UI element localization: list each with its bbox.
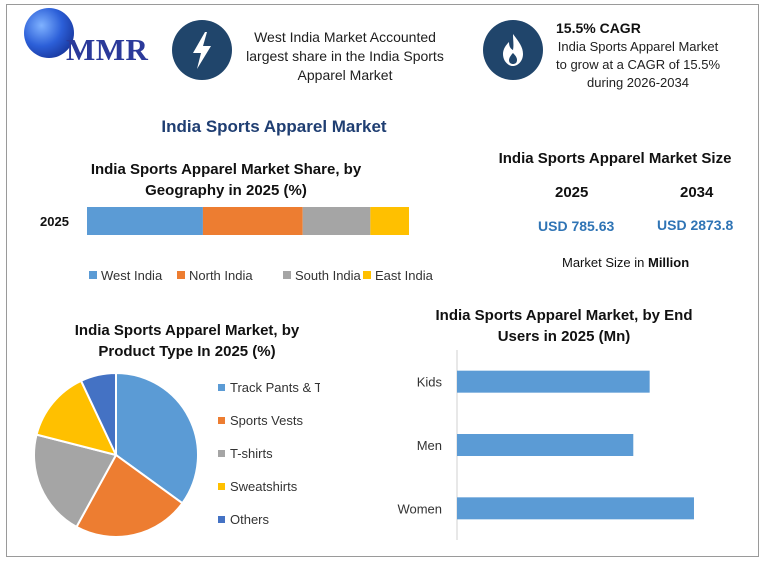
geography-legend-swatch — [363, 271, 371, 279]
logo-text: MMR — [66, 32, 149, 67]
geography-legend-swatch — [89, 271, 97, 279]
geography-bar-segment — [370, 207, 409, 235]
cagr-title: 15.5% CAGR — [556, 20, 641, 36]
product-type-chart-title: India Sports Apparel Market, by Product … — [74, 322, 300, 360]
pie-slice — [33, 433, 118, 529]
main-title: India Sports Apparel Market — [161, 117, 387, 136]
pie-legend-swatch — [218, 516, 225, 523]
pie-slice — [35, 379, 118, 457]
market-size-year-2034: 2034 — [680, 184, 714, 201]
market-size-note-prefix: Market Size in — [562, 255, 648, 270]
geography-legend-swatch — [177, 271, 185, 279]
product-type-chart: Track Pants & Tights Sports Vests T-shirts… — [33, 371, 320, 538]
pie-legend-label: Sports Vests — [230, 413, 303, 428]
pie-legend-label: Others — [230, 512, 270, 527]
end-users-category-label: Women — [397, 501, 442, 516]
end-users-bar — [457, 370, 650, 393]
geography-legend-label: West India — [101, 268, 163, 283]
cagr-text: India Sports Apparel Market to grow at a… — [555, 39, 721, 90]
pie-legend-swatch — [218, 483, 225, 490]
pie-slice — [75, 453, 184, 538]
market-size-title: India Sports Apparel Market Size — [498, 150, 732, 167]
highlight-west-india: West India Market Accounted largest shar… — [246, 29, 444, 83]
globe-logo-icon — [24, 8, 74, 58]
flame-icon — [483, 20, 543, 80]
end-users-category-label: Kids — [417, 375, 443, 390]
pie-legend-swatch — [218, 384, 225, 391]
geography-legend-label: South India — [295, 268, 362, 283]
geography-chart: 2025 West India North India South India Eas… — [40, 207, 434, 283]
pie-slice — [79, 371, 117, 456]
end-users-bar — [457, 434, 634, 456]
pie-legend-swatch — [218, 417, 225, 424]
geography-bar-segment — [87, 207, 203, 235]
geography-legend-label: East India — [375, 268, 434, 283]
pie-legend-label: Sweatshirts — [230, 479, 298, 494]
geography-bar-segment — [202, 207, 303, 235]
end-users-chart: Kids Men Women — [397, 350, 694, 540]
end-users-bar — [457, 497, 694, 520]
pie-legend-label: T-shirts — [230, 446, 273, 461]
geography-legend-swatch — [283, 271, 291, 279]
market-size-note-unit: Million — [647, 255, 690, 270]
market-size-value-2025: USD 785.63 — [538, 218, 615, 234]
geography-chart-title: India Sports Apparel Market Share, by Ge… — [90, 161, 362, 199]
geography-bar-segment — [302, 207, 371, 235]
market-size-value-2034: USD 2873.8 — [657, 217, 734, 233]
geography-legend-label: North India — [189, 268, 253, 283]
market-size-year-2025: 2025 — [555, 184, 589, 201]
market-size-note: Market Size in Million — [562, 255, 689, 270]
pie-legend-label: Track Pants & Tights — [230, 380, 320, 395]
pie-legend-swatch — [218, 450, 225, 457]
lightning-bolt-icon — [172, 20, 232, 80]
pie-slice — [115, 371, 199, 505]
geography-category-label: 2025 — [40, 214, 69, 229]
end-users-category-label: Men — [417, 438, 442, 453]
end-users-chart-title: India Sports Apparel Market, by End User… — [435, 307, 693, 345]
